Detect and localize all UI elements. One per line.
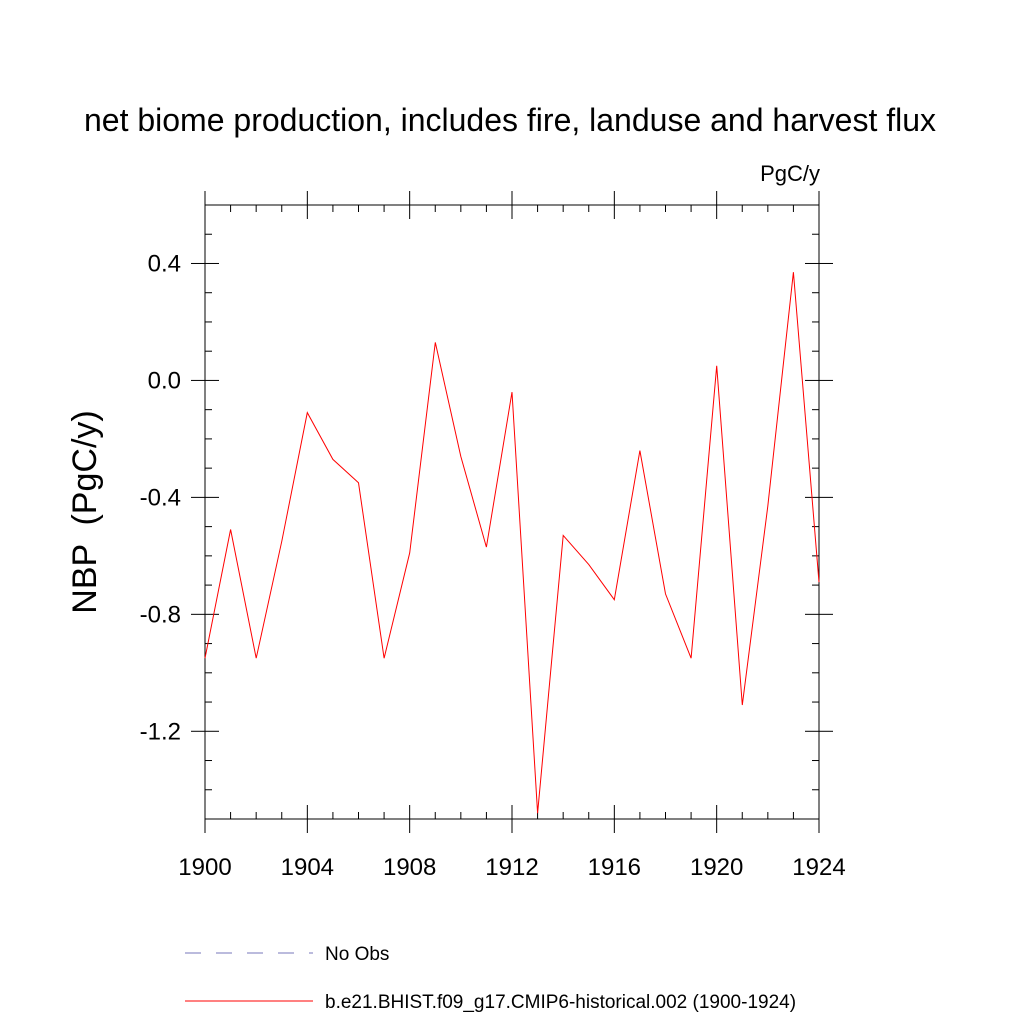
y-tick-label: 0.0 (148, 367, 181, 394)
y-ticks: -1.2 -0.8 -0.4 0.0 0.4 (140, 204, 833, 820)
series-group (204, 272, 820, 814)
legend: No Obs b.e21.BHIST.f09_g17.CMIP6-historic… (185, 944, 796, 1013)
x-tick-label: 1924 (792, 854, 845, 881)
chart-title: net biome production, includes fire, lan… (84, 102, 936, 138)
x-tick-label: 1904 (281, 854, 334, 881)
y-tick-label: -1.2 (140, 718, 181, 745)
x-tick-label: 1920 (690, 854, 743, 881)
plot-frame (204, 204, 820, 820)
units-label: PgC/y (760, 161, 820, 186)
legend-label: b.e21.BHIST.f09_g17.CMIP6-historical.002… (325, 992, 796, 1013)
x-ticks: 1900 1904 1908 1912 1916 1920 1924 (178, 191, 846, 881)
x-tick-label: 1916 (588, 854, 641, 881)
y-tick-label: -0.4 (140, 484, 181, 511)
x-tick-label: 1908 (383, 854, 436, 881)
y-axis-label: NBP (PgC/y) (66, 410, 104, 613)
y-tick-label: 0.4 (148, 250, 181, 277)
legend-label: No Obs (325, 944, 389, 965)
y-axis-label-group: NBP (PgC/y) (66, 410, 104, 613)
x-tick-label: 1900 (178, 854, 231, 881)
x-tick-label: 1912 (485, 854, 538, 881)
y-tick-label: -0.8 (140, 601, 181, 628)
series-line (204, 272, 820, 814)
